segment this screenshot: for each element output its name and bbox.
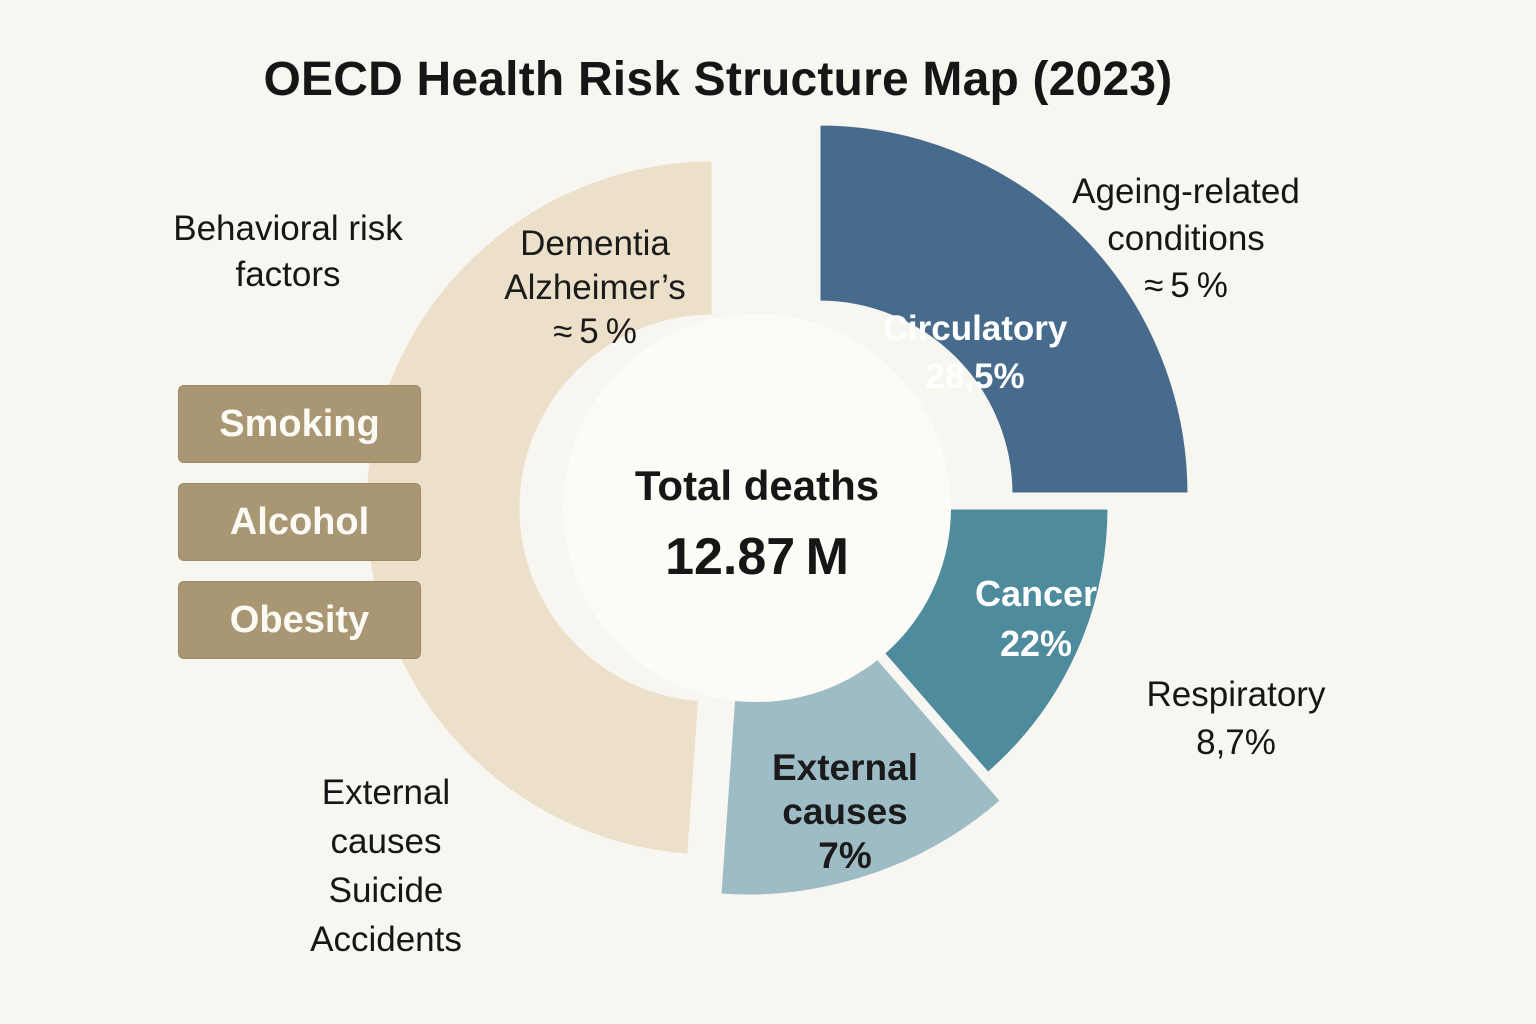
center-circle	[563, 314, 951, 702]
slice-label: Dementia	[520, 224, 670, 263]
factor-alcohol: Alcohol	[178, 483, 421, 561]
pie-slice-dementia-alzheimer-s	[363, 158, 715, 857]
slice-label: Alzheimer’s	[504, 268, 686, 307]
center-total-label: Total deaths	[635, 462, 879, 509]
external-note-line: Suicide	[328, 871, 444, 910]
respiratory-note-line: 8,7%	[1196, 723, 1276, 762]
chart-title: OECD Health Risk Structure Map (2023)	[263, 53, 1173, 106]
slice-label: 22%	[1000, 623, 1072, 664]
donut-slices	[363, 122, 1191, 898]
factor-smoking: Smoking	[178, 385, 421, 463]
slice-labels: Circulatory 28,5% Cancer 22% Externalcauses7…	[504, 224, 1097, 876]
slice-label: Cancer	[975, 573, 1097, 614]
behavioral-heading: Behavioral risk factors	[150, 206, 426, 298]
center-total-value: 12.87 M	[665, 528, 849, 586]
slice-label: External	[772, 747, 918, 788]
slice-label: ≈ 5 %	[553, 312, 637, 351]
factor-obesity: Obesity	[178, 581, 421, 659]
ageing-note-line: Ageing-related	[1072, 172, 1300, 211]
respiratory-note: Respiratory 8,7%	[1126, 671, 1346, 767]
slice-label: 28,5%	[925, 357, 1024, 396]
ageing-note: Ageing-related conditions ≈ 5 %	[1050, 168, 1322, 309]
external-note-line: causes	[330, 822, 442, 861]
external-note-line: External	[321, 773, 451, 812]
external-causes-note: External causes Suicide Accidents	[290, 768, 482, 964]
slice-label: 7%	[818, 835, 871, 876]
ageing-note-line: conditions	[1107, 219, 1265, 258]
behavioral-heading-line2: factors	[235, 255, 341, 294]
respiratory-note-line: Respiratory	[1146, 675, 1326, 714]
pie-slice-circulatory	[817, 122, 1191, 496]
external-note-line: Accidents	[310, 920, 462, 959]
behavioral-heading-line1: Behavioral risk	[173, 209, 403, 248]
slice-label: causes	[782, 791, 908, 832]
ageing-note-line: ≈ 5 %	[1144, 266, 1228, 305]
slice-label: Circulatory	[883, 309, 1068, 348]
